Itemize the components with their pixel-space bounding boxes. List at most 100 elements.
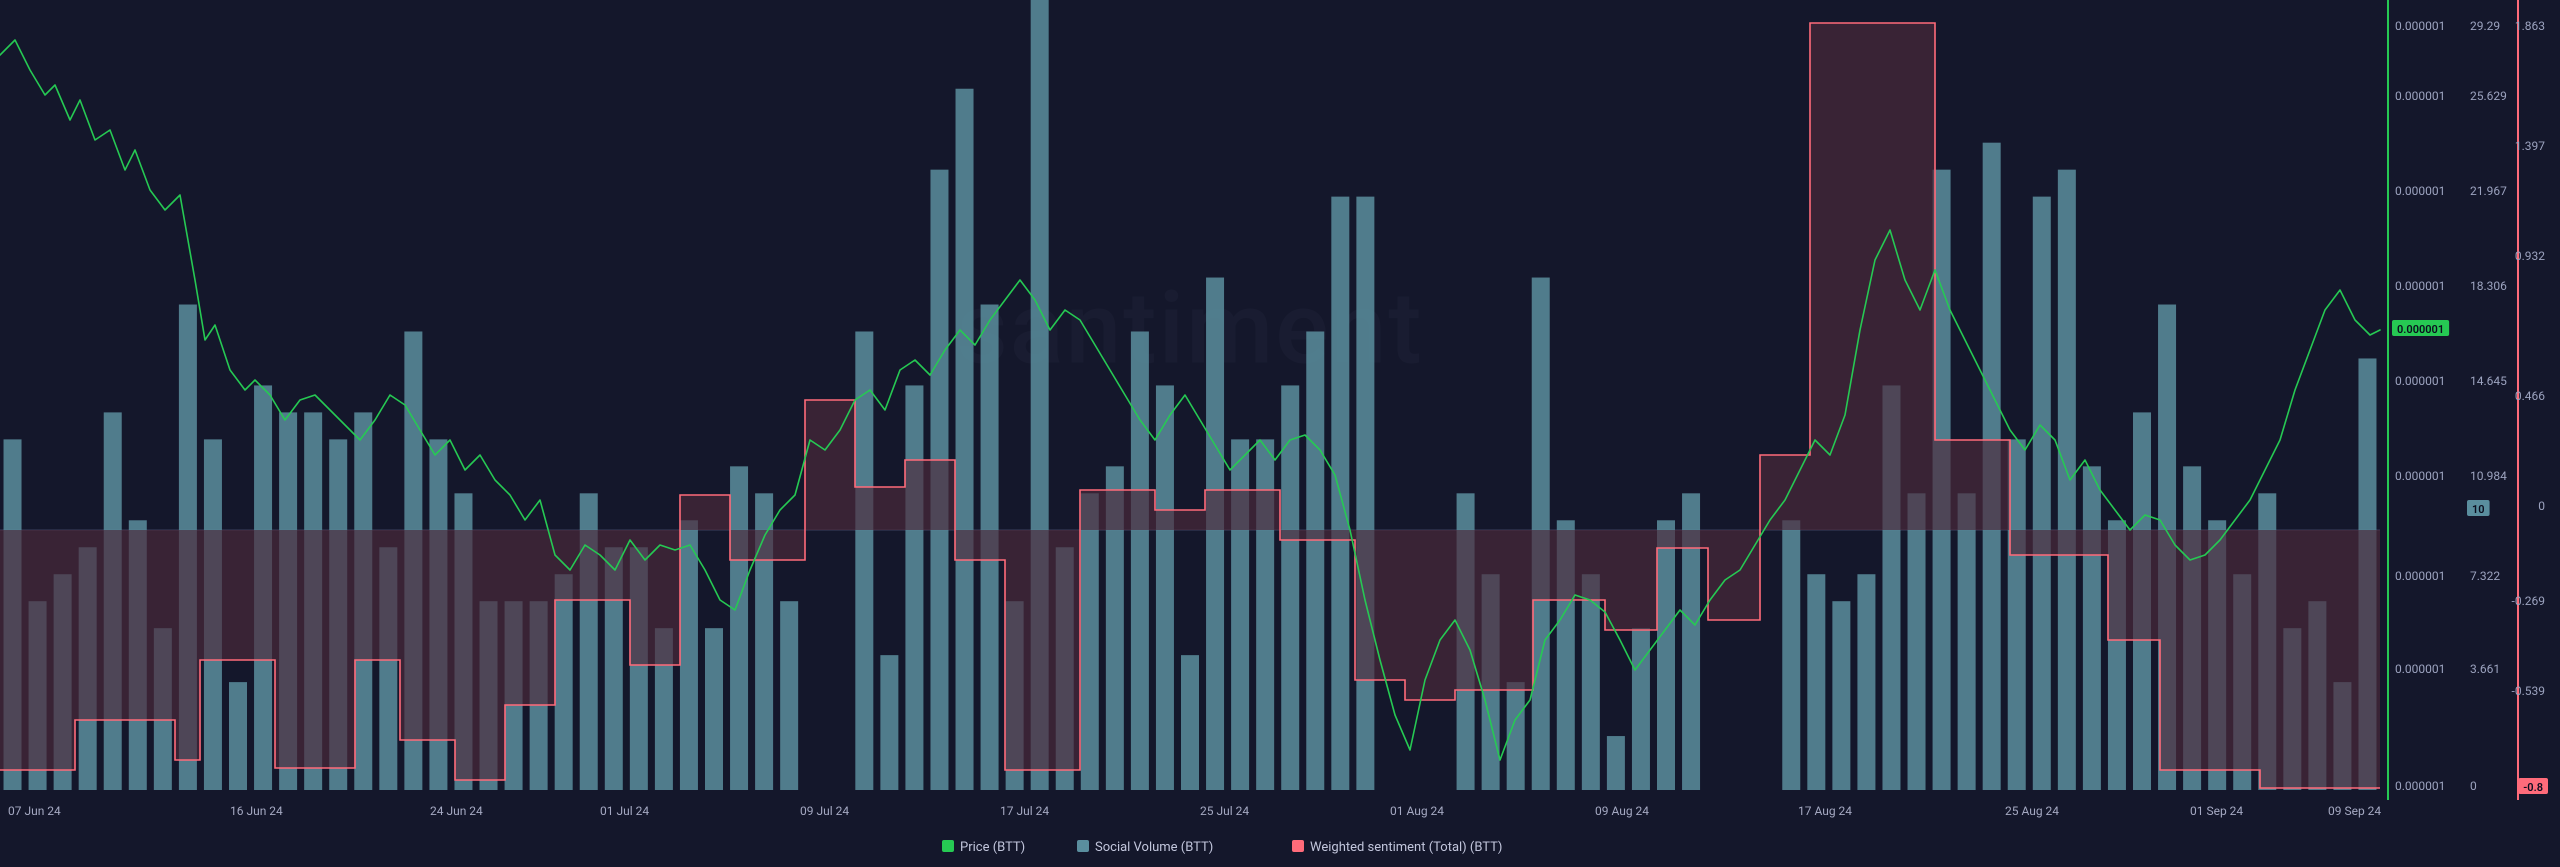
sentiment-fill xyxy=(1005,530,1080,770)
sentiment-fill xyxy=(0,530,75,770)
volume-bar xyxy=(1081,493,1099,790)
y-tick-label: 14.645 xyxy=(2470,374,2507,388)
axis-badge: 10 xyxy=(2467,500,2490,516)
sentiment-fill xyxy=(730,530,805,560)
volume-bar xyxy=(1131,331,1149,790)
y-tick-label: 10.984 xyxy=(2470,469,2507,483)
volume-bar xyxy=(1356,197,1374,790)
volume-bar xyxy=(2083,466,2101,790)
x-tick-label: 17 Aug 24 xyxy=(1798,804,1852,818)
y-tick-label: 21.967 xyxy=(2470,184,2507,198)
y-tick-label: 7.322 xyxy=(2470,569,2500,583)
sentiment-fill xyxy=(1657,530,1708,548)
volume-bar xyxy=(2033,197,2051,790)
volume-bar xyxy=(1281,385,1299,790)
x-tick-label: 25 Jul 24 xyxy=(1200,804,1249,818)
volume-bar xyxy=(1857,574,1875,790)
sentiment-fill xyxy=(455,530,505,780)
volume-bar xyxy=(1958,493,1976,790)
y-tick-label: 1.397 xyxy=(2515,139,2545,153)
volume-bar xyxy=(1306,331,1324,790)
x-tick-label: 09 Jul 24 xyxy=(800,804,849,818)
y-tick-label: 3.661 xyxy=(2470,662,2500,676)
y-tick-label: 0.000001 xyxy=(2395,184,2445,198)
x-tick-label: 24 Jun 24 xyxy=(430,804,483,818)
x-tick-label: 09 Sep 24 xyxy=(2328,804,2381,818)
x-tick-label: 07 Jun 24 xyxy=(8,804,61,818)
y-tick-label: 0.000001 xyxy=(2395,374,2445,388)
y-tick-label: 0 xyxy=(2538,499,2545,513)
sentiment-fill xyxy=(1405,530,1455,700)
sentiment-fill xyxy=(805,400,855,530)
volume-bar xyxy=(905,385,923,790)
chart-container[interactable]: santiment0.0000010.0000010.0000010.00000… xyxy=(0,0,2560,867)
y-tick-label: 29.29 xyxy=(2470,19,2500,33)
y-tick-label: 0.000001 xyxy=(2395,779,2445,793)
sentiment-fill xyxy=(1280,530,1355,540)
svg-text:-0.8: -0.8 xyxy=(2523,781,2543,794)
legend-label: Social Volume (BTT) xyxy=(1095,840,1213,855)
sentiment-fill xyxy=(1455,530,1533,690)
legend-label: Weighted sentiment (Total) (BTT) xyxy=(1310,840,1502,855)
legend-swatch xyxy=(1077,840,1089,852)
sentiment-fill xyxy=(2160,530,2260,770)
volume-bar xyxy=(1206,278,1224,790)
volume-bar xyxy=(1181,655,1199,790)
y-tick-label: -0.269 xyxy=(2512,594,2545,608)
y-tick-label: 0.466 xyxy=(2515,389,2545,403)
volume-bar xyxy=(1832,601,1850,790)
volume-bar xyxy=(1908,493,1926,790)
volume-bar xyxy=(680,520,698,790)
volume-bar xyxy=(2058,170,2076,790)
y-tick-label: 0.000001 xyxy=(2395,279,2445,293)
y-tick-label: 18.306 xyxy=(2470,279,2507,293)
x-tick-label: 09 Aug 24 xyxy=(1595,804,1649,818)
x-tick-label: 25 Aug 24 xyxy=(2005,804,2059,818)
x-tick-label: 01 Aug 24 xyxy=(1390,804,1444,818)
volume-bar xyxy=(555,574,573,790)
volume-bar xyxy=(956,89,974,790)
legend-label: Price (BTT) xyxy=(960,840,1025,855)
svg-text:0.000001: 0.000001 xyxy=(2397,323,2444,336)
sentiment-fill xyxy=(955,530,1005,560)
sentiment-fill xyxy=(2108,530,2160,640)
y-tick-label: 0.000001 xyxy=(2395,569,2445,583)
svg-text:10: 10 xyxy=(2472,503,2485,516)
sentiment-fill xyxy=(75,530,175,720)
sentiment-fill xyxy=(1935,440,2010,530)
volume-bar xyxy=(1782,520,1800,790)
volume-bar xyxy=(229,682,247,790)
legend-swatch xyxy=(1292,840,1304,852)
sentiment-fill xyxy=(175,530,200,760)
volume-bar xyxy=(1807,574,1825,790)
y-tick-label: 25.629 xyxy=(2470,89,2507,103)
sentiment-fill xyxy=(680,495,730,530)
volume-bar xyxy=(705,628,723,790)
sentiment-fill xyxy=(1708,530,1760,620)
sentiment-fill xyxy=(275,530,355,768)
sentiment-fill xyxy=(2010,530,2108,555)
chart-svg: santiment0.0000010.0000010.0000010.00000… xyxy=(0,0,2560,867)
y-tick-label: 0.000001 xyxy=(2395,469,2445,483)
sentiment-fill xyxy=(200,530,275,660)
sentiment-fill xyxy=(505,530,555,705)
y-tick-label: -0.539 xyxy=(2512,684,2545,698)
axis-badge: -0.8 xyxy=(2518,778,2548,794)
y-tick-label: 0.932 xyxy=(2515,249,2545,263)
y-tick-label: 0 xyxy=(2470,779,2477,793)
legend-item: Social Volume (BTT) xyxy=(1077,840,1213,855)
x-tick-label: 17 Jul 24 xyxy=(1000,804,1049,818)
sentiment-fill xyxy=(400,530,455,740)
sentiment-fill xyxy=(1155,510,1205,530)
sentiment-fill xyxy=(1205,490,1280,530)
sentiment-fill xyxy=(1605,530,1657,630)
x-tick-label: 01 Jul 24 xyxy=(600,804,649,818)
volume-bar xyxy=(1607,736,1625,790)
x-tick-label: 01 Sep 24 xyxy=(2190,804,2243,818)
volume-bar xyxy=(730,466,748,790)
sentiment-fill xyxy=(855,487,905,530)
volume-bar xyxy=(1657,520,1675,790)
y-tick-label: 0.000001 xyxy=(2395,662,2445,676)
x-tick-label: 16 Jun 24 xyxy=(230,804,283,818)
legend-swatch xyxy=(942,840,954,852)
